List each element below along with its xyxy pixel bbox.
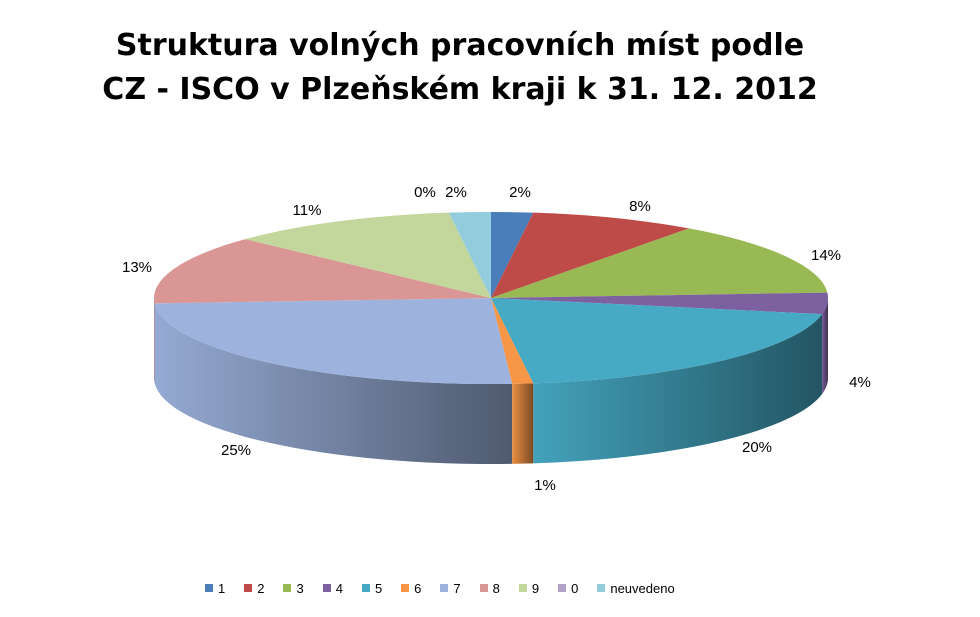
legend-label-1: 1 [218,580,226,596]
slice-6-label: 1% [534,477,556,494]
slice-3-top [491,228,828,298]
legend-item-neuvedeno: neuvedeno [597,580,675,596]
slice-5-top [491,298,823,384]
chart-title-line-1: Struktura volných pracovních míst podle [115,28,805,63]
legend-label-9: 9 [531,580,540,596]
slice-1-top [491,212,534,298]
slice-neuvedeno-label: 2% [445,184,467,201]
slice-2-label: 8% [629,198,651,215]
legend-label-2: 2 [257,580,265,596]
slice-4-top [491,292,828,315]
pie-tops [154,212,828,385]
chart-title: Struktura volných pracovních míst podle … [0,24,920,112]
legend-label-neuvedeno: neuvedeno [610,580,675,596]
legend-label-0: 0 [571,580,579,596]
slice-7-top [154,298,513,385]
slice-8-top [154,239,491,304]
legend-item-3: 3 [283,580,304,596]
legend-swatch-4 [322,584,331,592]
slice-8-side [154,298,155,384]
slice-8-label: 13% [122,259,152,276]
legend-swatch-7 [440,584,449,592]
legend-swatch-1 [205,584,213,592]
legend-label-7: 7 [453,580,461,596]
legend-label-6: 6 [414,580,422,596]
slice-9-label: 11% [293,202,322,219]
legend-swatch-5 [361,584,370,592]
legend-label-5: 5 [374,580,383,596]
slice-7-label: 25% [221,442,251,459]
slice-9-top [245,212,491,298]
chart-legend: 1 2 3 4 5 6 7 8 9 0 neuvedeno [205,578,694,598]
legend-item-7: 7 [440,580,461,596]
slice-4-label: 4% [849,374,871,391]
legend-label-8: 8 [492,580,500,596]
slice-6-top [491,298,534,384]
slice-4-side [822,298,828,395]
legend-item-8: 8 [479,580,500,596]
pie-labels: 2% 8% 14% 4% 20% 1% 25% 13% 11% 0% 2% [122,184,871,494]
legend-swatch-8 [479,584,488,592]
legend-item-6: 6 [401,581,421,596]
legend-item-2: 2 [244,581,264,596]
legend-label-4: 4 [335,580,343,596]
legend-item-5: 5 [361,580,383,596]
slice-5-side [533,314,823,464]
legend-item-1: 1 [205,581,225,596]
slice-5-label: 20% [742,439,772,456]
legend-swatch-2 [244,584,253,592]
slice-7-side [154,303,513,464]
slice-0-label: 0% [414,184,436,201]
legend-label-3: 3 [296,580,304,596]
legend-swatch-neuvedeno [597,584,606,592]
chart-title-line-2: CZ - ISCO v Plzeňském kraji k 31. 12. 20… [102,72,818,107]
legend-swatch-0 [558,584,567,592]
slice-1-label: 2% [509,184,531,201]
legend-item-0: 0 [558,581,578,596]
legend-item-4: 4 [322,580,343,596]
legend-item-9: 9 [518,580,540,596]
legend-swatch-3 [283,584,292,592]
legend-swatch-6 [401,584,410,592]
pie-sides [154,298,828,464]
slice-3-label: 14% [811,247,841,264]
legend-swatch-9 [518,584,527,592]
slice-6-side [512,383,534,464]
slice-neuvedeno-top [448,212,491,298]
slice-2-top [491,212,690,298]
